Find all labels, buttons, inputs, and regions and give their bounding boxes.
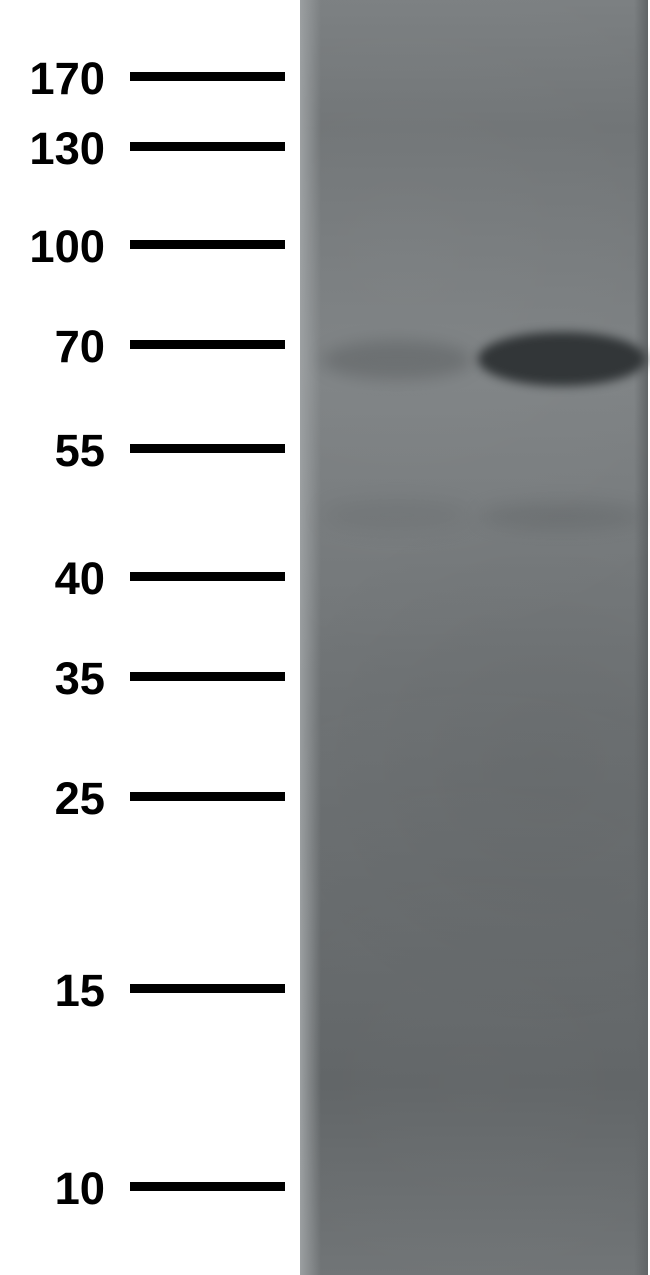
figure-container: 170 130 100 70 55 40 35 25 15 10 [0,0,650,1275]
mw-tick-170 [130,72,285,81]
mw-tick-70 [130,340,285,349]
mw-label-10: 10 [5,1163,105,1215]
mw-label-130: 130 [5,123,105,175]
mw-tick-25 [130,792,285,801]
blot-noise-overlay [300,0,648,1275]
mw-label-35: 35 [5,653,105,705]
mw-label-25: 25 [5,773,105,825]
lane-1-control-band-0 [322,340,472,380]
mw-tick-15 [130,984,285,993]
mw-label-40: 40 [5,553,105,605]
mw-tick-10 [130,1182,285,1191]
lane-2-sample-band-0 [478,332,646,386]
mw-label-100: 100 [5,221,105,273]
lane-2-sample-band-1 [478,502,646,530]
mw-tick-130 [130,142,285,151]
mw-label-170: 170 [5,53,105,105]
mw-label-55: 55 [5,425,105,477]
mw-label-70: 70 [5,321,105,373]
blot-membrane [300,0,648,1275]
mw-tick-55 [130,444,285,453]
mw-tick-35 [130,672,285,681]
mw-tick-40 [130,572,285,581]
mw-label-15: 15 [5,965,105,1017]
mw-tick-100 [130,240,285,249]
lane-1-control-band-1 [322,500,472,530]
